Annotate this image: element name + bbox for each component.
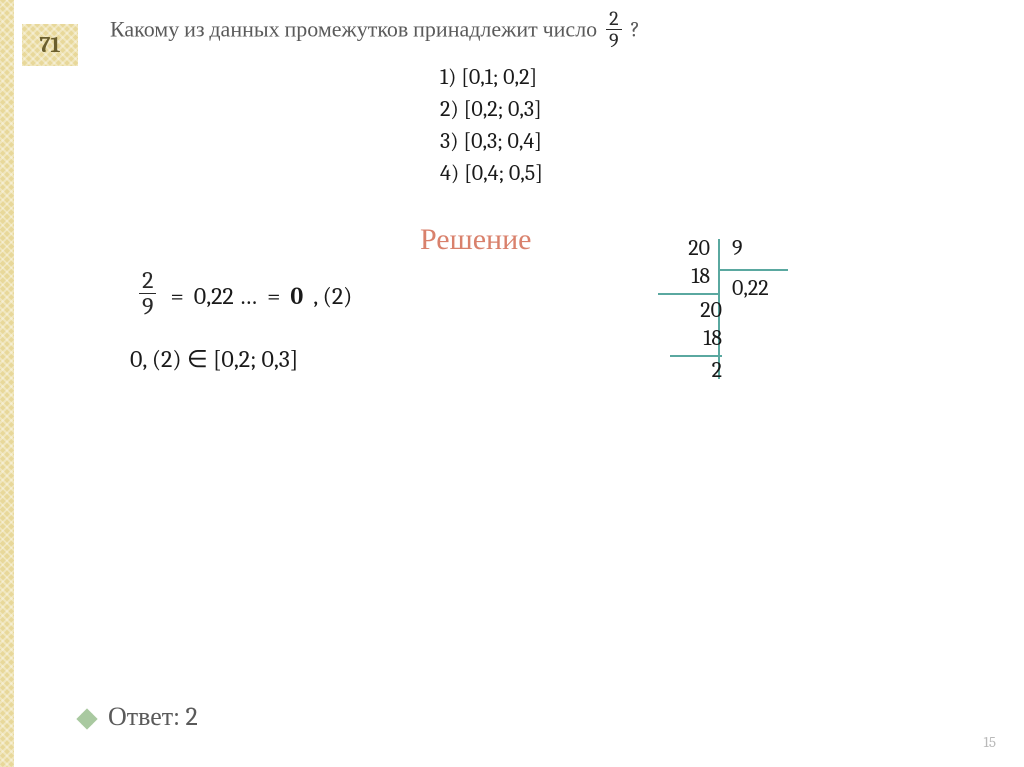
question-text: Какому из данных промежутков принадлежит… [110,10,640,53]
division-divisor-line [718,269,788,271]
problem-number-badge: 71 [22,24,78,66]
eq1-frac-den: 9 [139,294,156,319]
option-4: 4) [0,4; 0,5] [440,158,543,190]
problem-number: 71 [40,32,61,58]
division-step2-bring: 2 [652,357,722,383]
division-line-1 [658,293,718,295]
option-1: 1) [0,1; 0,2] [440,62,543,94]
option-2: 2) [0,2; 0,3] [440,94,543,126]
eq1-result-int: 0 [290,282,303,310]
page-number: 15 [983,733,996,751]
equation-line-1: 2 9 = 0,22 … = 0 , (2) [135,270,352,321]
question-frac-num: 2 [606,8,622,30]
option-3: 3) [0,3; 0,4] [440,126,543,158]
division-step1-sub: 18 [640,263,710,289]
eq1-equals-2: = [267,282,280,310]
answer-text: Ответ: 2 [108,702,198,732]
solution-heading: Решение [420,222,531,257]
bullet-icon [78,710,96,728]
left-pattern-border [0,0,14,767]
division-step1-bring: 20 [652,297,722,323]
division-step2-sub: 18 [652,325,722,351]
eq1-fraction: 2 9 [139,268,156,319]
question-frac-den: 9 [606,30,622,51]
division-dividend: 20 [640,235,710,261]
eq1-frac-num: 2 [139,268,156,294]
eq1-equals-1: = [170,282,183,310]
answer-options: 1) [0,1; 0,2] 2) [0,2; 0,3] 3) [0,3; 0,4… [440,62,543,190]
division-quotient: 0,22 [732,275,769,301]
question-fraction: 2 9 [606,8,622,51]
equation-line-2: 0, (2) ∈ [0,2; 0,3] [130,345,298,373]
division-divisor: 9 [732,235,743,261]
question-before: Какому из данных промежутков принадлежит… [110,17,602,43]
question-after: ? [630,17,639,43]
eq1-decimal: 0,22 … [194,282,257,310]
eq1-result-period: , (2) [313,282,352,310]
